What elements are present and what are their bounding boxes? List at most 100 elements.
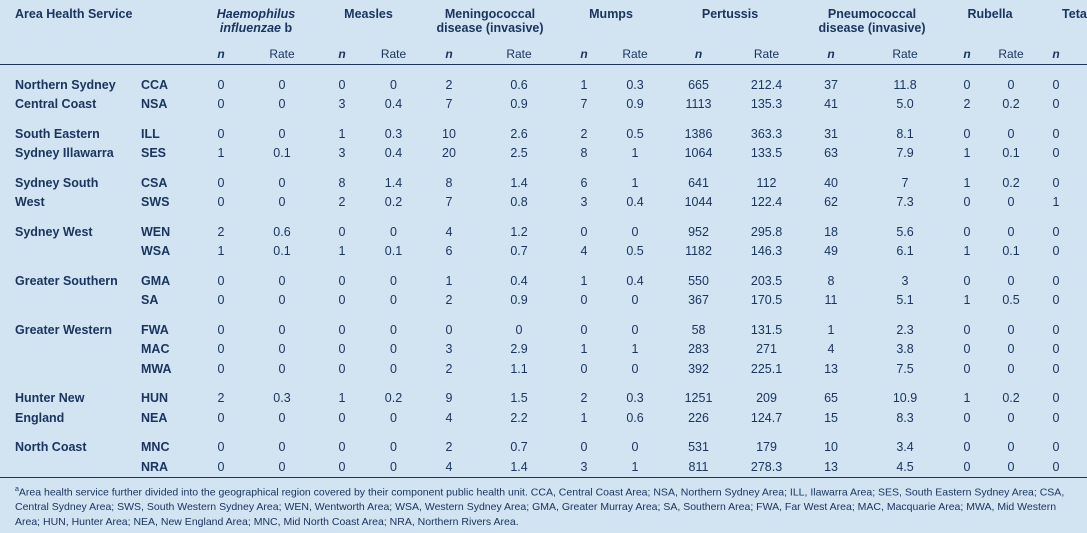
cell-count: 0 — [217, 175, 225, 190]
disease-header-rubella: Rubella — [967, 7, 1013, 21]
cell-count: 2 — [217, 391, 225, 406]
subheader-n: n — [963, 46, 971, 61]
cell-count: 9 — [445, 391, 453, 406]
cell-count: 2 — [445, 293, 453, 308]
cell-count: 0 — [338, 410, 346, 425]
cell-count: 4 — [580, 244, 588, 259]
table-row: Greater Southern GMA 0 0 0 0 1 0.4 1 0.4 550 203.5 8… — [0, 261, 1087, 291]
cell-rate: 0 — [1078, 212, 1087, 242]
cell-rate: 0 — [631, 224, 639, 239]
cell-count: 4 — [827, 342, 835, 357]
cell-count: 531 — [688, 440, 709, 455]
cell-rate: 3.4 — [896, 440, 914, 455]
cell-rate: 1 — [631, 342, 639, 357]
cell-count: 226 — [688, 410, 709, 425]
cell-count: 0 — [217, 293, 225, 308]
subheader-rate: Rate — [892, 46, 918, 61]
cell-rate: 0 — [278, 126, 286, 141]
region-name — [0, 340, 135, 360]
cell-count: 49 — [824, 244, 838, 259]
cell-count: 10 — [442, 126, 456, 141]
cell-count: 0 — [580, 293, 588, 308]
cell-count: 63 — [824, 146, 838, 161]
cell-count: 65 — [824, 391, 838, 406]
cell-count: 2 — [445, 77, 453, 92]
cell-count: 0 — [1052, 322, 1060, 337]
cell-rate: 295.8 — [750, 224, 783, 239]
cell-count: 18 — [824, 224, 838, 239]
cell-rate: 10.9 — [892, 391, 918, 406]
region-name: Hunter New — [15, 391, 85, 406]
region-name — [0, 359, 135, 379]
cell-rate: 0 — [1078, 428, 1087, 458]
area-code: NRA — [141, 459, 169, 474]
cell-rate: 2.5 — [510, 146, 528, 161]
cell-count: 0 — [1052, 126, 1060, 141]
table-row: Sydney Illawarra SES 1 0.1 3 0.4 20 2.5 8 1 1064 13… — [0, 144, 1087, 164]
cell-rate: 0 — [1007, 459, 1015, 474]
cell-count: 0 — [963, 273, 971, 288]
cell-rate: 0 — [1078, 340, 1087, 360]
subheader-n: n — [1052, 46, 1060, 61]
cell-rate: 209 — [756, 391, 777, 406]
cell-rate: 0 — [278, 195, 286, 210]
disease-header-pneumococcal: Pneumococcal disease (invasive) — [818, 7, 926, 35]
cell-count: 1 — [445, 273, 453, 288]
cell-rate: 0 — [278, 410, 286, 425]
cell-count: 550 — [688, 273, 709, 288]
region-name: Central Coast — [15, 97, 97, 112]
cell-count: 0 — [217, 440, 225, 455]
cell-count: 0 — [1052, 459, 1060, 474]
table-row: Sydney South CSA 0 0 8 1.4 8 1.4 6 1 641 112 40 7 1 0.2… — [0, 163, 1087, 193]
cell-rate: 0.1 — [1002, 244, 1020, 259]
cell-rate: 0 — [390, 440, 397, 455]
cell-rate: 0 — [1078, 457, 1087, 477]
subheader-n: n — [338, 46, 346, 61]
cell-rate: 0 — [390, 224, 397, 239]
cell-count: 0 — [217, 322, 225, 337]
cell-count: 7 — [445, 195, 453, 210]
cell-rate: 0 — [1007, 440, 1015, 455]
cell-count: 1 — [580, 77, 588, 92]
cell-rate: 6.1 — [896, 244, 914, 259]
cell-rate: 0.4 — [384, 146, 403, 161]
cell-rate: 0 — [278, 77, 286, 92]
cell-rate: 0 — [278, 440, 286, 455]
cell-count: 0 — [217, 195, 225, 210]
cell-count: 0 — [338, 361, 346, 376]
cell-rate: 0 — [390, 459, 397, 474]
cell-count: 0 — [1052, 391, 1060, 406]
table-row: Northern Sydney CCA 0 0 0 0 2 0.6 1 0.3 665 212.4 37… — [0, 65, 1087, 95]
cell-rate: 0.4 — [384, 97, 403, 112]
subheader-n: n — [827, 46, 835, 61]
cell-rate: 0 — [1007, 273, 1015, 288]
table-row: England NEA 0 0 0 0 4 2.2 1 0.6 226 124.7 15 8.3 0 0 0 0 — [0, 408, 1087, 428]
cell-count: 1 — [580, 342, 588, 357]
cell-rate: 1.4 — [384, 175, 403, 190]
cell-count: 0 — [217, 459, 225, 474]
cell-rate: 0 — [390, 410, 397, 425]
subheader-n: n — [580, 46, 588, 61]
cell-rate: 5.1 — [896, 293, 914, 308]
cell-count: 11 — [824, 293, 838, 308]
cell-count: 1 — [580, 410, 588, 425]
cell-count: 0 — [217, 361, 225, 376]
area-code: CSA — [141, 175, 168, 190]
cell-rate: 0 — [278, 293, 286, 308]
cell-rate: 0 — [1078, 408, 1087, 428]
cell-rate: 1.4 — [510, 175, 528, 190]
cell-count: 1 — [963, 175, 971, 190]
cell-count: 1 — [963, 146, 971, 161]
cell-rate: 0 — [1078, 114, 1087, 144]
cell-rate: 0.2 — [384, 195, 403, 210]
region-name: Sydney West — [15, 224, 93, 239]
header-row-diseases: Area Health Service Haemophilus influenz… — [0, 0, 1087, 43]
cell-count: 40 — [824, 175, 838, 190]
cell-rate: 5.6 — [896, 224, 914, 239]
cell-rate: 0 — [1007, 410, 1015, 425]
cell-rate: 5.0 — [896, 97, 914, 112]
cell-count: 0 — [338, 342, 346, 357]
cell-rate: 3 — [901, 273, 909, 288]
subheader-rate: Rate — [269, 46, 295, 61]
